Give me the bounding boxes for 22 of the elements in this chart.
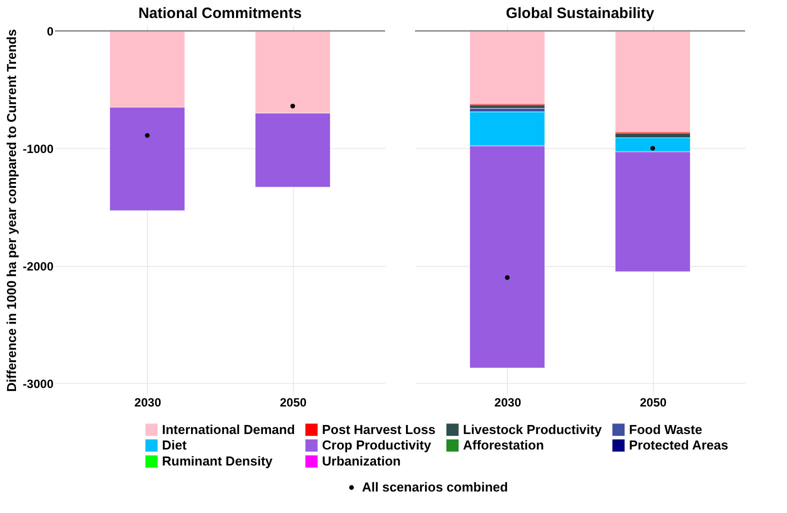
x-tick-label: 2030 (494, 396, 522, 410)
legend-label: Afforestation (463, 438, 544, 452)
legend-label: Post Harvest Loss (322, 422, 436, 437)
legend-label: Ruminant Density (162, 454, 274, 468)
y-tick-label: -2000 (22, 259, 54, 274)
y-tick-label: 0 (46, 24, 54, 38)
legend-label: Protected Areas (629, 438, 728, 452)
x-tick-label: 2050 (280, 396, 307, 410)
legend-label: Crop Productivity (322, 438, 432, 452)
legend-label: Livestock Productivity (463, 422, 602, 437)
legend-label: Urbanization (322, 454, 401, 468)
legend-label: Food Waste (629, 422, 702, 437)
chart-title: National Commitments (138, 4, 302, 22)
legend-label: International Demand (162, 422, 295, 437)
y-tick-label: -3000 (22, 376, 54, 391)
x-tick-label: 2030 (134, 396, 162, 410)
chart-title: Global Sustainability (506, 5, 655, 22)
y-tick-label: -1000 (22, 142, 54, 156)
legend-label: All scenarios combined (362, 480, 508, 494)
y-axis-title: Difference in 1000 ha per year compared to Current Trends (4, 29, 19, 392)
x-tick-label: 2050 (640, 396, 667, 410)
legend-label: Diet (162, 438, 188, 452)
